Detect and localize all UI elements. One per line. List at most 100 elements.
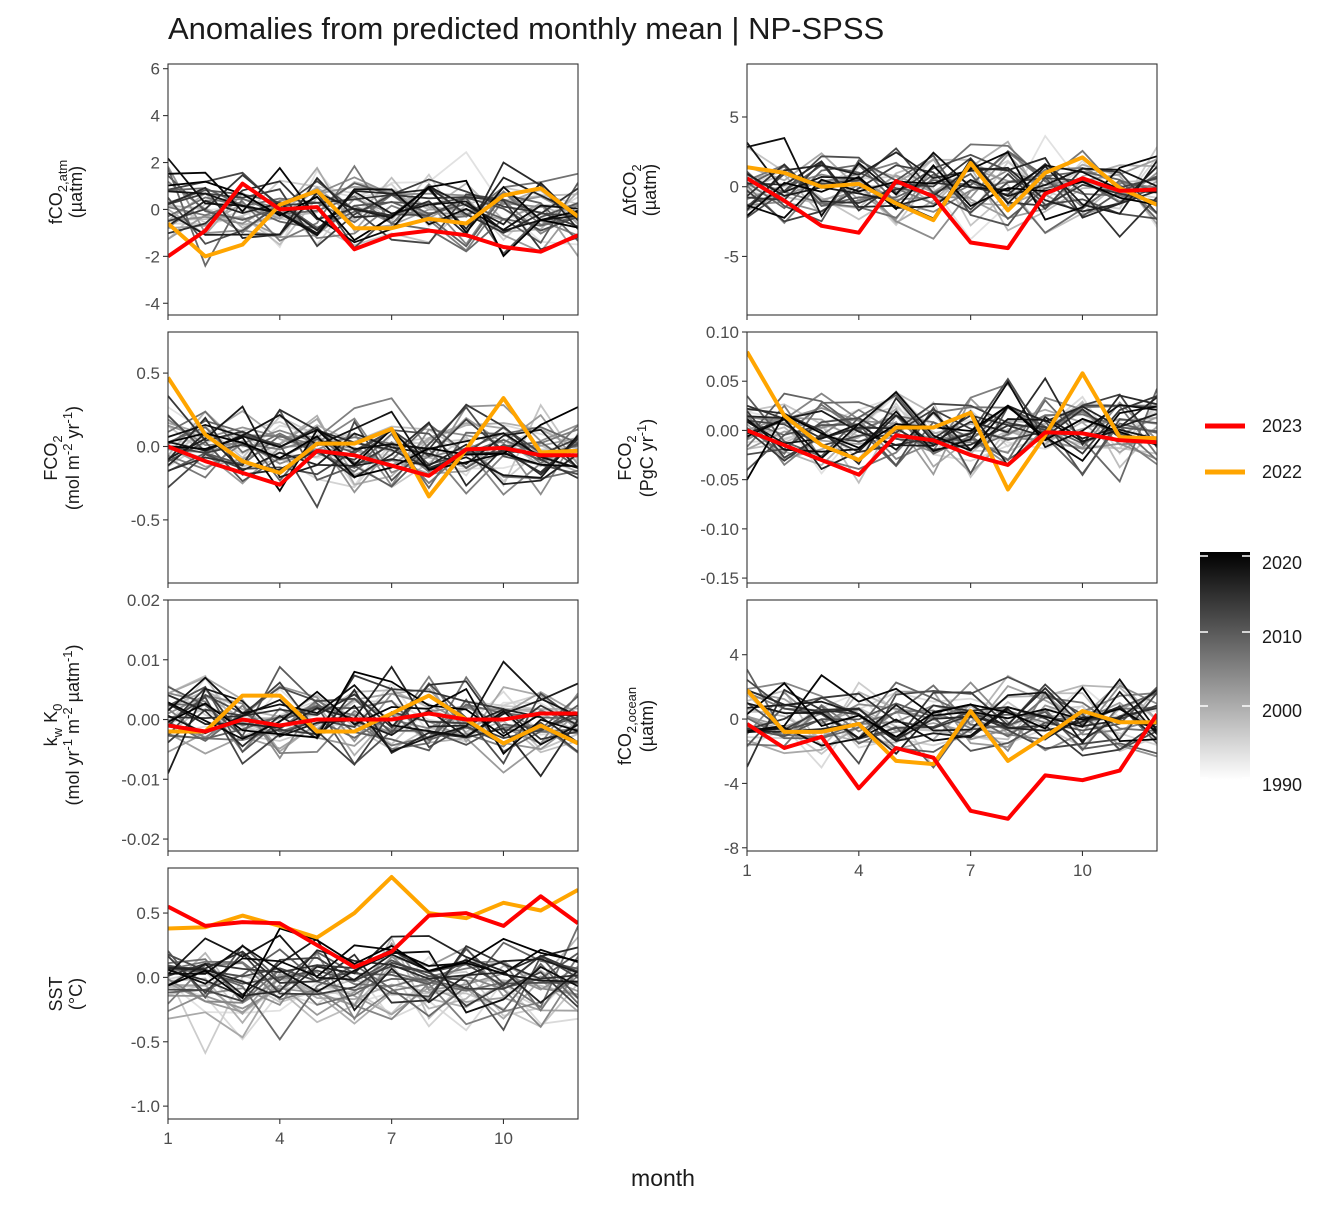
chart-title: Anomalies from predicted monthly mean | …	[168, 11, 884, 46]
plot-frame	[167, 599, 579, 852]
series-line-2023	[168, 444, 578, 487]
x-tick-label: 7	[966, 861, 975, 880]
ylabel-kwk0: kw K0 (mol yr-1 m-2 µatm-1)	[41, 644, 83, 805]
year-line-background	[168, 660, 578, 753]
series-line-2022	[168, 186, 578, 259]
colorbar-label-2020: 2020	[1262, 553, 1302, 573]
colorbar-label-2010: 2010	[1262, 627, 1302, 647]
year-line-background	[747, 151, 1157, 213]
svg-text:(µatm): (µatm)	[637, 700, 657, 752]
legend: 2023 2022 2020 2010 2000 1990	[1200, 416, 1302, 795]
year-line-background	[168, 173, 578, 251]
year-line-background	[747, 404, 1157, 470]
ylabel-fco2ocean: fCO2,ocean (µatm)	[615, 687, 657, 765]
year-line-background	[747, 396, 1157, 471]
y-tick-label: 0.0	[136, 437, 160, 456]
ylabel-fco2pg: FCO2 (PgC yr-1)	[615, 419, 657, 498]
svg-text:kw K0: kw K0	[41, 704, 65, 747]
legend-label-2022: 2022	[1262, 462, 1302, 482]
series-line-2023	[168, 181, 578, 259]
year-line-background	[747, 690, 1157, 745]
series-line-2023	[747, 713, 1157, 821]
y-tick-label: -5	[724, 247, 739, 266]
panels-layer: -4 -2 0 2 4 6 -5 0 5 -0.5 0.0 0.5 -0.15 -0.10 -0.05 0.0…	[121, 60, 1158, 1148]
year-line-background	[168, 405, 578, 479]
series-line-2022	[168, 376, 578, 499]
y-tick-label: 0.05	[706, 372, 739, 391]
year-line-background	[168, 954, 578, 1032]
year-line-background	[168, 962, 578, 1041]
plot-frame	[167, 331, 579, 584]
y-tick-label: 0	[730, 178, 739, 197]
y-tick-label: 0	[730, 710, 739, 729]
year-line-background	[747, 686, 1157, 741]
y-tick-label: -1.0	[131, 1097, 160, 1116]
year-line-background	[168, 937, 578, 1012]
year-line-background	[747, 674, 1157, 732]
svg-text:SST: SST	[46, 976, 66, 1011]
colorbar-label-2000: 2000	[1262, 701, 1302, 721]
y-tick-label: -0.10	[700, 520, 739, 539]
year-line-background	[168, 947, 578, 998]
y-tick-label: -0.02	[121, 830, 160, 849]
y-tick-label: 0.10	[706, 323, 739, 342]
svg-text:(mol m-2 yr-1): (mol m-2 yr-1)	[60, 406, 83, 510]
year-line-background	[168, 410, 578, 479]
plot-frame	[746, 63, 1158, 316]
panel-sst: -1.0 -0.5 0.0 0.5 1 4 7 10	[131, 867, 579, 1148]
panel-fco2ocean: -8 -4 0 4 1 4 7 10	[724, 599, 1158, 880]
y-tick-label: -0.5	[131, 511, 160, 530]
series-line-2022	[747, 350, 1157, 492]
svg-text:(°C): (°C)	[66, 978, 86, 1010]
year-line-background	[168, 191, 578, 250]
year-line-background	[168, 687, 578, 756]
year-line-background	[168, 968, 578, 1029]
plot-frame	[167, 63, 579, 316]
series-line-2023	[747, 176, 1157, 251]
y-tick-label: 0.01	[127, 651, 160, 670]
panel-fco2pg: -0.15 -0.10 -0.05 0.00 0.05 0.10	[700, 323, 1158, 588]
svg-text:FCO2: FCO2	[41, 435, 65, 480]
series-line-2023	[168, 711, 578, 734]
panel-fco2atm: -4 -2 0 2 4 6	[145, 60, 579, 320]
year-line-background	[747, 682, 1157, 743]
ylabel-fco2atm: fCO2,atm (µatm)	[46, 160, 86, 225]
x-tick-label: 4	[854, 861, 863, 880]
year-line-background	[168, 934, 578, 983]
ylabel-sst: SST (°C)	[46, 976, 86, 1011]
colorbar-ticks	[1200, 555, 1250, 779]
year-line-background	[168, 944, 578, 985]
series-line-2023	[747, 428, 1157, 477]
y-tick-label: 4	[151, 107, 160, 126]
series-line-2022	[168, 875, 578, 940]
panel-kwk0: -0.02 -0.01 0.00 0.01 0.02	[121, 591, 579, 856]
year-line-background	[168, 952, 578, 1008]
year-line-background	[168, 171, 578, 245]
svg-text:(mol yr-1 m-2 µatm-1): (mol yr-1 m-2 µatm-1)	[60, 644, 83, 805]
y-tick-label: -0.01	[121, 770, 160, 789]
year-line-background	[747, 164, 1157, 217]
series-line-2022	[168, 693, 578, 746]
year-line-background	[168, 427, 578, 493]
y-tick-label: 0.00	[127, 711, 160, 730]
series-line-2022	[747, 688, 1157, 767]
year-line-background	[168, 395, 578, 480]
y-tick-label: 6	[151, 60, 160, 79]
year-line-background	[168, 176, 578, 232]
panel-dfco2: -5 0 5	[724, 63, 1158, 320]
y-tick-label: -0.5	[131, 1033, 160, 1052]
year-line-background	[747, 404, 1157, 481]
y-tick-label: 0.5	[136, 904, 160, 923]
svg-text:(µatm): (µatm)	[640, 164, 660, 216]
y-tick-label: 2	[151, 154, 160, 173]
year-line-background	[168, 670, 578, 739]
year-line-background	[168, 408, 578, 488]
plot-frame	[167, 867, 579, 1120]
y-tick-label: -0.05	[700, 471, 739, 490]
year-line-background	[168, 955, 578, 1014]
x-tick-label: 1	[742, 861, 751, 880]
y-tick-label: -4	[724, 774, 739, 793]
year-line-background	[168, 181, 578, 236]
series-line-2022	[747, 155, 1157, 223]
